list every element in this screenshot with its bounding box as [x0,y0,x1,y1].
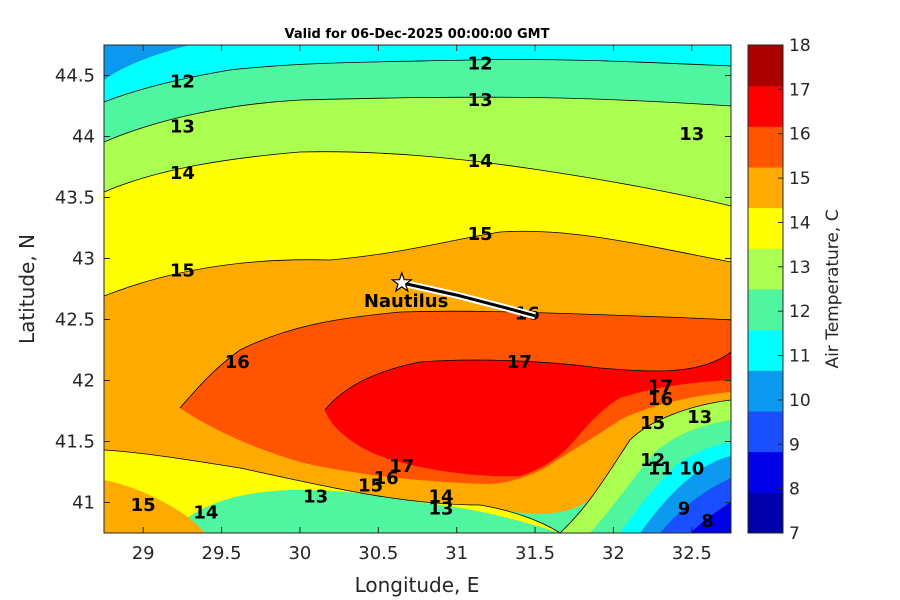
contour-label: 13 [468,90,493,111]
station-label: Nautilus [364,291,449,312]
colorbar-segment [748,167,783,209]
contour-label: 12 [640,450,665,471]
chart-title: Valid for 06-Dec-2025 00:00:00 GMT [285,27,550,42]
x-tick-label: 30.5 [358,543,398,564]
contour-lines [104,59,731,533]
colorbar-tick-label: 8 [789,480,800,500]
colorbar-segment [748,289,783,331]
contour-label: 16 [374,468,399,489]
contour-label: 13 [687,407,712,428]
x-tick-label: 32.5 [672,543,712,564]
contour-label: 13 [303,486,328,507]
y-tick-label: 44.5 [55,66,95,87]
contour-line-south [104,449,561,533]
colorbar-segment [748,45,783,87]
colorbar-tick-label: 11 [789,347,811,367]
contour-line-12 [104,59,731,103]
ship-track: Nautilus [364,271,536,320]
plot-frame [103,44,732,534]
y-tick-label: 41 [72,493,95,514]
contour-label: 16 [648,389,673,410]
colorbar-segment [748,85,783,127]
contour-label: 8 [701,511,714,532]
band-southern-13 [170,490,560,533]
colorbar-segment [748,248,783,290]
colorbar-segment [748,411,783,453]
contour-line-16 [179,310,731,409]
contour-line-14 [104,151,731,207]
colorbar-label: Air Temperature, C [823,209,843,368]
contour-label: 14 [170,163,195,184]
colorbar-segment [748,451,783,493]
colorbar-tick-label: 7 [789,524,800,544]
contour-label: 17 [507,352,532,373]
colorbar-tick-label: 9 [789,435,800,455]
x-tick-label: 30 [288,543,311,564]
colorbar-tick-label: 10 [789,391,811,411]
contour-label: 15 [640,413,665,434]
colorbar-tick-label: 15 [789,169,811,189]
station-star-marker [390,271,414,293]
contour-line-southeast [559,399,731,533]
y-tick-label: 42.5 [55,310,95,331]
y-tick-label: 42 [72,371,95,392]
contour-label: 16 [225,352,250,373]
contour-label: 15 [170,261,195,282]
contour-label: 15 [358,475,383,496]
colorbar-tick-label: 17 [789,80,811,100]
colorbar-tick-label: 12 [789,302,811,322]
x-tick-label: 29 [132,543,155,564]
x-tick-label: 31.5 [515,543,555,564]
x-tick-label: 29.5 [202,543,242,564]
contour-label: 12 [468,53,493,74]
contour-label: 13 [170,117,195,138]
contour-fill [104,45,731,533]
contour-label: 12 [170,72,195,93]
contour-line-13 [104,96,731,143]
band-southeast-8 [690,502,731,533]
band-17-18 [325,352,731,477]
contour-label: 15 [131,495,156,516]
colorbar-segment [748,492,783,534]
contour-label: 15 [468,224,493,245]
colorbar-frame [747,44,784,534]
contour-label: 13 [428,499,453,520]
contour-label: 14 [468,151,493,172]
colorbar-tick-label: 18 [789,36,811,56]
y-tick-label: 41.5 [55,432,95,453]
colorbar-segment [748,126,783,168]
colorbar-segment [748,207,783,249]
contour-label: 13 [679,124,704,145]
contour-line-17 [324,351,731,411]
colorbar-segment [748,370,783,412]
band-10-11 [104,45,190,80]
contour-label: 14 [193,502,218,523]
band-11-12 [104,45,731,102]
colorbar-tick-label: 16 [789,125,811,145]
y-tick-label: 43.5 [55,188,95,209]
contour-label: 11 [648,458,673,479]
y-tick-label: 44 [72,127,95,148]
band-southwest-15 [104,480,205,533]
x-tick-label: 31 [445,543,468,564]
track-line [401,281,536,318]
x-axis-label: Longitude, E [355,573,480,597]
colorbar-tick-label: 14 [789,213,811,233]
contour-label: 17 [389,456,414,477]
contour-line-15 [104,230,731,297]
y-axis: 41 41.5 42 42.5 43 43.5 44 44.5 [55,66,731,514]
x-tick-label: 32 [602,543,625,564]
contour-label: 10 [679,458,704,479]
y-axis-label: Latitude, N [15,234,39,344]
colorbar-segment [748,329,783,371]
colorbar: 7 8 9 10 11 12 13 14 15 16 17 18 [747,36,811,544]
contour-label: 17 [648,377,673,398]
x-axis: 29 29.5 30 30.5 31 31.5 32 32.5 [132,45,712,564]
contour-label: 14 [428,486,453,507]
colorbar-tick-label: 13 [789,258,811,278]
contour-label: 9 [678,499,691,520]
y-tick-label: 43 [72,249,95,270]
